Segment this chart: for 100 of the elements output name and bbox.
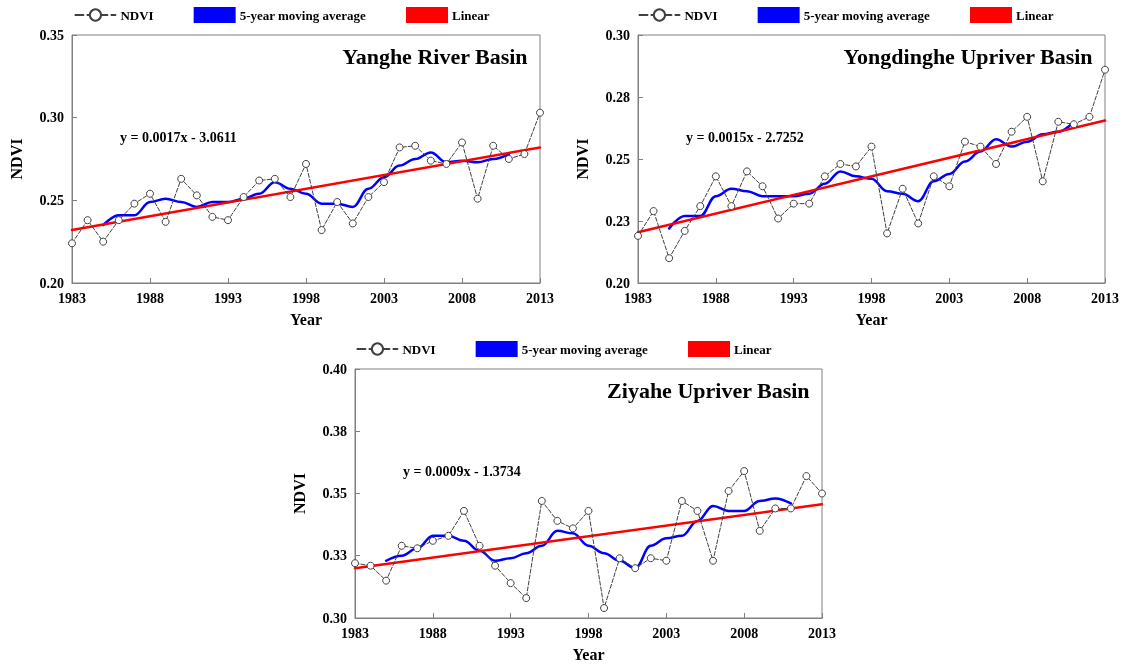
point — [976, 142, 985, 151]
legend-label: NDVI — [120, 7, 154, 23]
point — [364, 193, 373, 202]
point — [992, 159, 1001, 168]
point — [851, 162, 860, 171]
point — [411, 141, 420, 150]
point — [634, 231, 642, 240]
y-tick-label: 0.30 — [605, 27, 630, 43]
point — [348, 219, 357, 228]
point — [802, 472, 811, 481]
y-tick-label: 0.20 — [605, 275, 630, 291]
point — [459, 506, 468, 515]
y-tick-label: 0.30 — [322, 610, 347, 626]
annotation: y = 0.0009x - 1.3734 — [403, 463, 521, 479]
point — [727, 202, 736, 211]
point — [724, 487, 733, 496]
point — [742, 167, 751, 176]
legend-label: Linear — [734, 341, 772, 357]
point — [696, 202, 705, 211]
point — [83, 216, 92, 225]
y-tick-label: 0.20 — [39, 275, 64, 291]
point — [789, 199, 798, 208]
point — [177, 174, 186, 183]
point — [568, 524, 577, 533]
x-tick-label: 1988 — [136, 290, 164, 306]
point — [711, 172, 720, 181]
point — [1038, 177, 1047, 186]
y-tick-label: 0.33 — [322, 548, 347, 564]
point — [382, 576, 391, 585]
point — [506, 579, 515, 588]
x-tick-label: 2013 — [526, 290, 554, 306]
x-tick-label: 1993 — [496, 625, 525, 641]
point — [771, 504, 780, 513]
point — [1085, 112, 1094, 121]
legend-label: NDVI — [402, 341, 436, 357]
x-axis-title: Year — [855, 310, 888, 328]
chart-title: Yanghe River Basin — [342, 43, 528, 69]
point — [631, 564, 640, 573]
x-tick-label: 1998 — [292, 290, 320, 306]
point — [755, 526, 764, 535]
point — [805, 199, 814, 208]
point — [774, 214, 783, 223]
point — [504, 155, 513, 163]
point — [945, 182, 954, 191]
legend-label: NDVI — [684, 7, 718, 23]
legend-label: Linear — [452, 7, 490, 23]
point — [522, 594, 531, 603]
point — [867, 142, 876, 151]
x-tick-label: 1983 — [341, 625, 369, 641]
point — [270, 174, 279, 183]
x-tick-label: 2013 — [1091, 290, 1119, 306]
point — [286, 193, 295, 202]
point — [960, 137, 969, 146]
point — [520, 150, 529, 159]
point — [818, 489, 826, 498]
point — [536, 108, 544, 117]
point — [1054, 117, 1063, 126]
x-tick-label: 1988 — [418, 625, 447, 641]
y-tick-label: 0.35 — [39, 27, 64, 43]
point — [239, 193, 248, 202]
point — [114, 216, 123, 225]
legend-label: 5-year moving average — [803, 7, 931, 23]
point — [224, 216, 232, 225]
x-tick-label: 1988 — [701, 290, 730, 306]
point — [1101, 65, 1109, 74]
y-tick-label: 0.28 — [605, 89, 630, 105]
y-tick-label: 0.25 — [39, 192, 64, 208]
point — [475, 541, 484, 550]
point — [1007, 127, 1016, 136]
chart-title: Yongdinghe Upriver Basin — [843, 43, 1093, 69]
point — [161, 217, 170, 226]
point — [397, 541, 406, 550]
y-tick-label: 0.30 — [39, 110, 64, 126]
x-tick-label: 1993 — [779, 290, 808, 306]
point — [458, 138, 466, 147]
point — [680, 226, 689, 235]
point — [649, 207, 658, 216]
point — [99, 237, 108, 246]
point — [1069, 120, 1078, 129]
point — [68, 239, 76, 248]
point — [491, 561, 500, 570]
x-tick-label: 1993 — [214, 290, 242, 306]
point — [709, 556, 718, 565]
point — [537, 496, 546, 505]
point — [380, 178, 388, 187]
annotation: y = 0.0015x - 2.7252 — [686, 129, 804, 145]
point — [665, 254, 674, 263]
point — [413, 544, 422, 553]
x-tick-label: 2013 — [808, 625, 836, 641]
x-tick-label: 2003 — [370, 290, 398, 306]
point — [428, 536, 437, 545]
point — [444, 531, 453, 540]
point — [740, 467, 749, 476]
point — [914, 219, 923, 228]
point — [758, 182, 767, 191]
point — [333, 197, 342, 206]
point — [208, 212, 217, 221]
point — [600, 604, 609, 613]
point — [584, 506, 593, 515]
point — [442, 159, 451, 168]
